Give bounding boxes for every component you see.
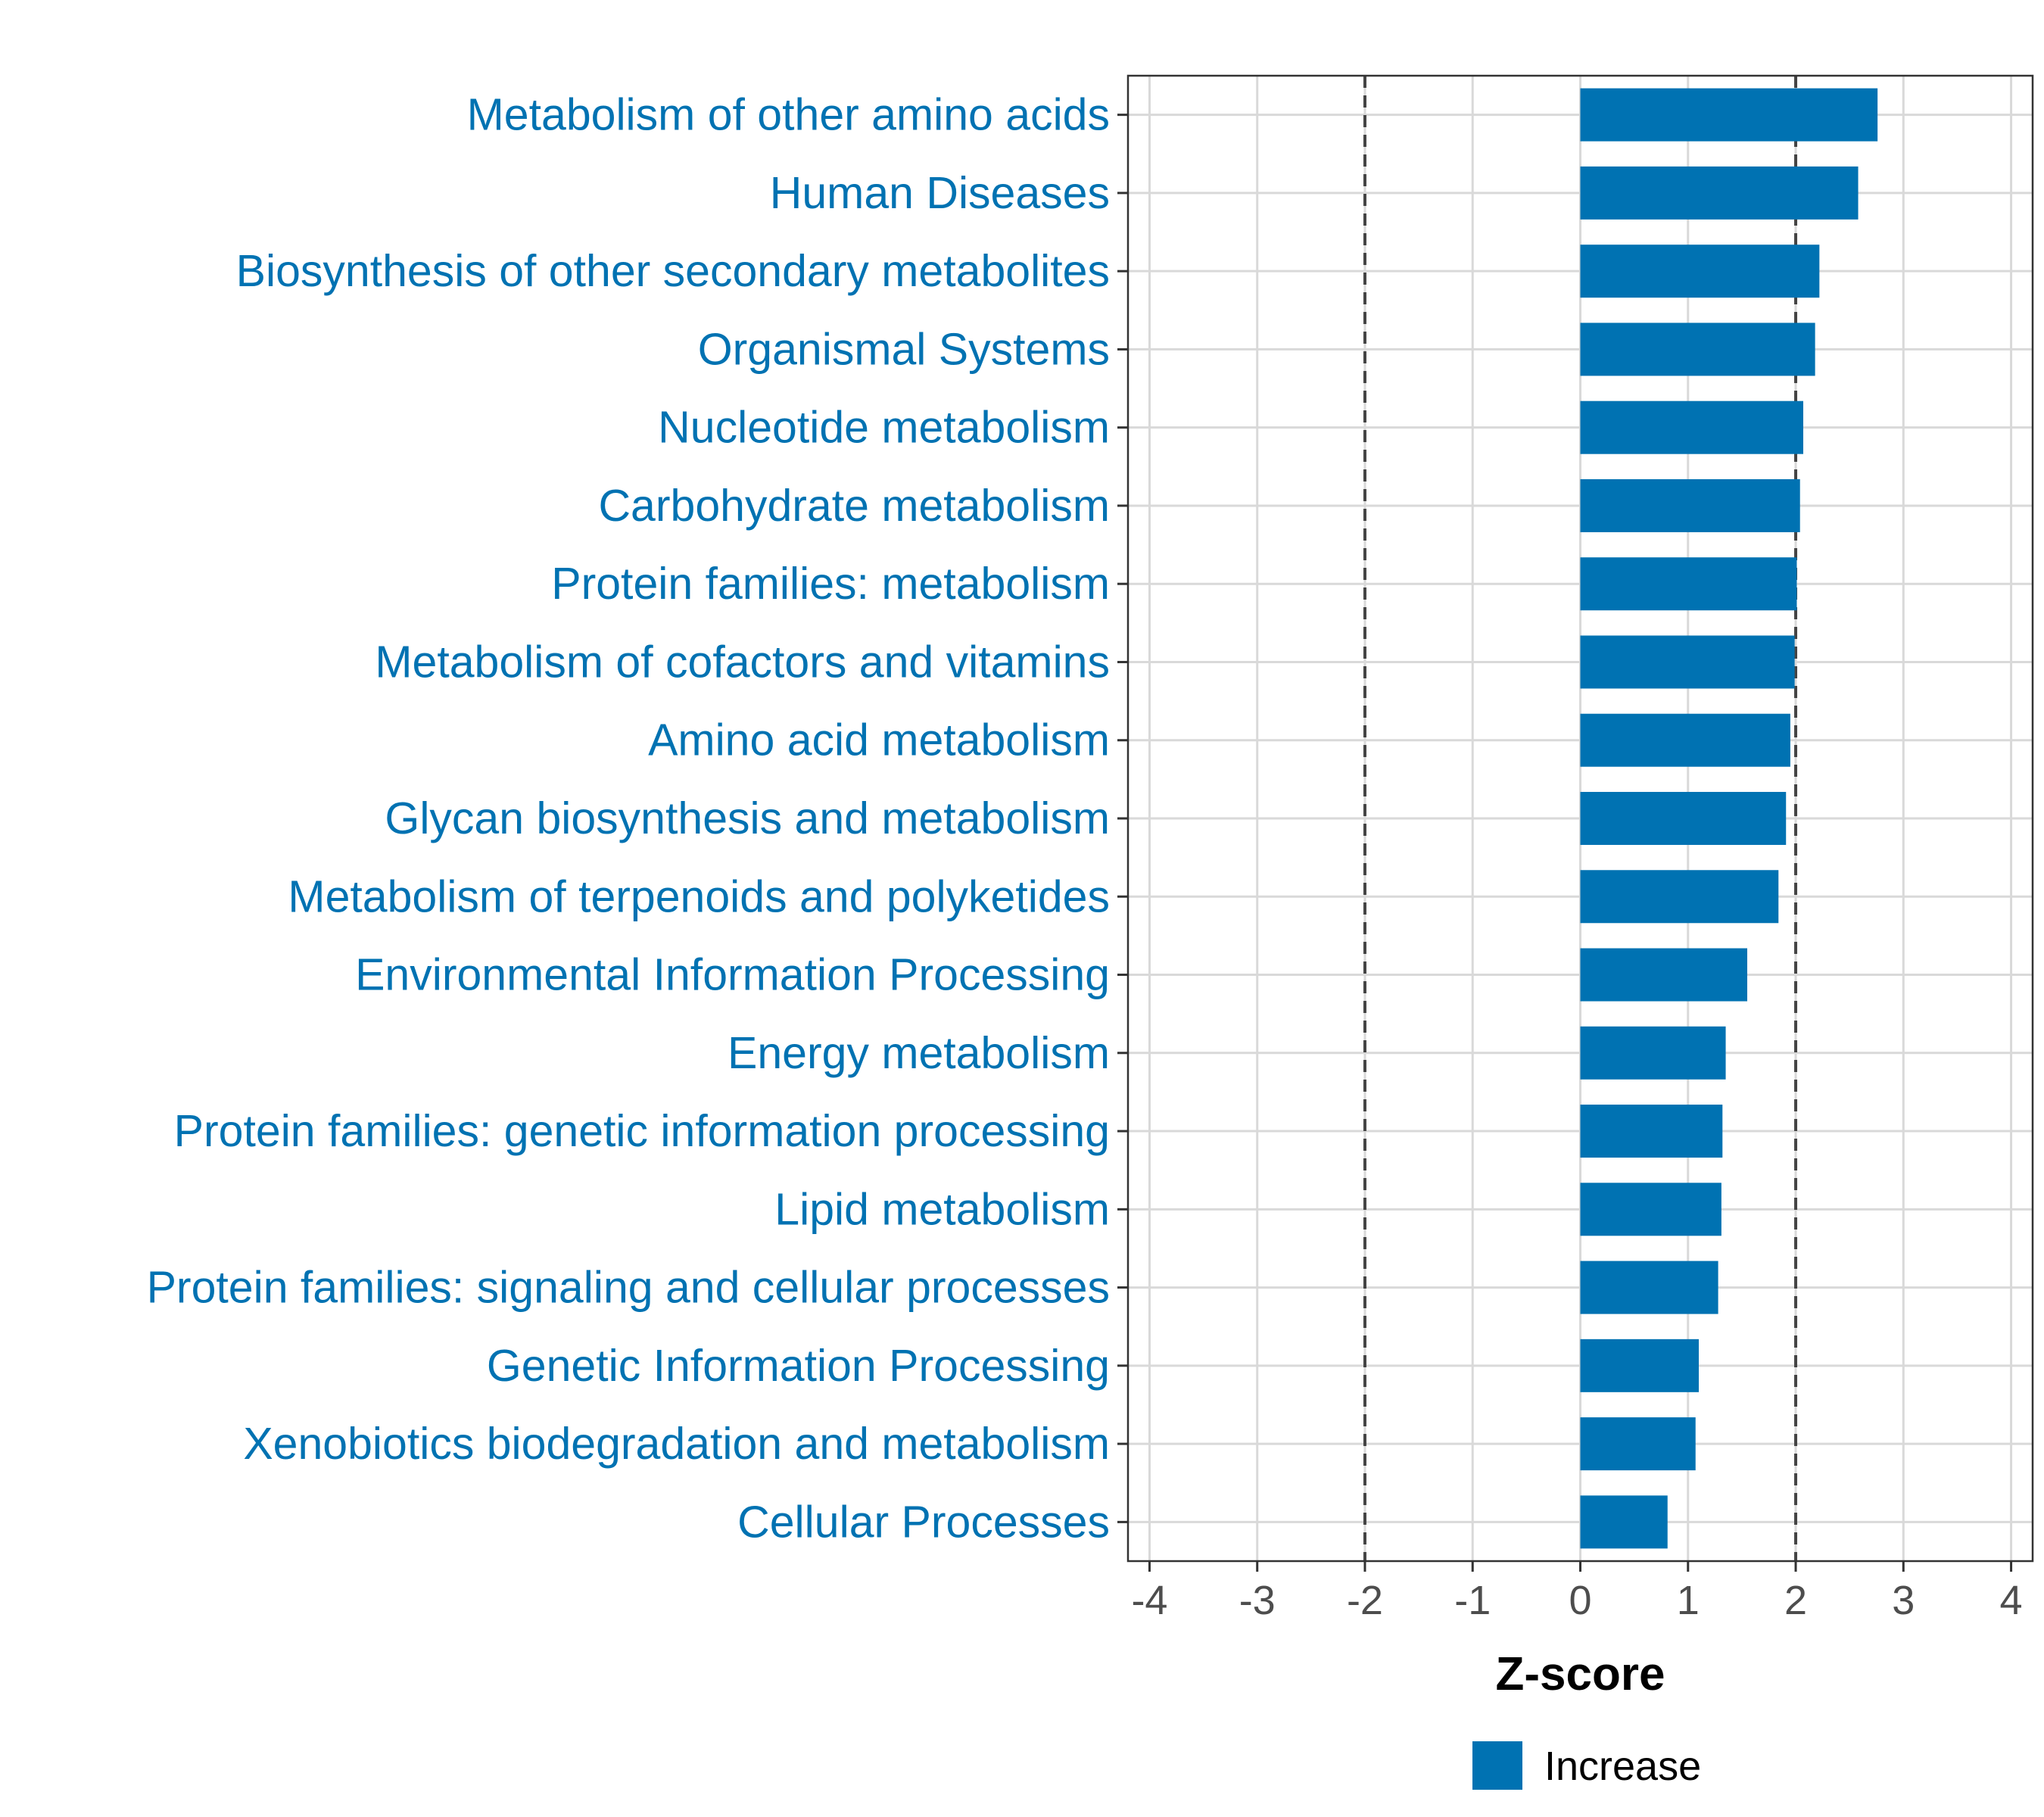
bar	[1580, 1495, 1668, 1549]
bar	[1580, 1261, 1718, 1314]
bar	[1580, 1183, 1722, 1236]
bar	[1580, 166, 1859, 220]
bar	[1580, 1339, 1699, 1392]
x-tick-label: -1	[1454, 1578, 1491, 1623]
legend: Increase	[1472, 1741, 1701, 1790]
category-label: Genetic Information Processing	[487, 1341, 1110, 1391]
bar	[1580, 478, 1800, 532]
bar	[1580, 88, 1878, 142]
legend-label-increase: Increase	[1544, 1744, 1701, 1789]
bar	[1580, 1105, 1723, 1158]
category-label: Protein families: signaling and cellular…	[147, 1263, 1110, 1313]
x-tick-label: 0	[1569, 1578, 1591, 1623]
bar	[1580, 792, 1787, 845]
bars	[1580, 88, 1878, 1549]
bar	[1580, 713, 1790, 767]
category-label: Cellular Processes	[737, 1497, 1110, 1547]
bar	[1580, 1026, 1726, 1080]
y-axis-ticks	[1117, 114, 1128, 1523]
category-label: Organismal Systems	[698, 324, 1110, 374]
x-tick-label: 3	[1892, 1578, 1915, 1623]
category-label: Environmental Information Processing	[355, 950, 1110, 1000]
bar	[1580, 635, 1795, 689]
bar	[1580, 1417, 1696, 1471]
category-label: Carbohydrate metabolism	[598, 481, 1110, 531]
bar	[1580, 400, 1803, 454]
x-tick-label: 4	[2000, 1578, 2023, 1623]
legend-swatch-increase	[1472, 1741, 1522, 1790]
category-label: Lipid metabolism	[774, 1184, 1110, 1234]
x-tick-label: 2	[1784, 1578, 1807, 1623]
bar	[1580, 870, 1779, 924]
category-label: Nucleotide metabolism	[658, 403, 1110, 453]
category-label: Metabolism of terpenoids and polyketides	[288, 871, 1110, 921]
category-label: Glycan biosynthesis and metabolism	[385, 793, 1110, 843]
category-label: Energy metabolism	[728, 1028, 1110, 1078]
category-label: Protein families: genetic information pr…	[174, 1106, 1110, 1156]
x-tick-label: 1	[1677, 1578, 1700, 1623]
x-tick-label: -4	[1131, 1578, 1167, 1623]
x-axis-tick-labels: -4 -3 -2 -1 0 1 2 3 4	[1131, 1578, 2022, 1623]
x-tick-label: -3	[1239, 1578, 1276, 1623]
x-axis-title: Z-score	[1496, 1648, 1665, 1700]
bar	[1580, 323, 1815, 376]
bar	[1580, 245, 1820, 298]
x-tick-label: -2	[1347, 1578, 1383, 1623]
bar	[1580, 948, 1748, 1002]
category-label: Human Diseases	[770, 168, 1110, 218]
category-label: Metabolism of other amino acids	[467, 90, 1110, 140]
y-axis-tick-labels: Metabolism of other amino acids Human Dis…	[147, 90, 1110, 1547]
bar	[1580, 557, 1797, 611]
x-axis-ticks	[1148, 1561, 2013, 1572]
category-label: Metabolism of cofactors and vitamins	[375, 637, 1110, 687]
category-label: Protein families: metabolism	[551, 559, 1110, 609]
category-label: Amino acid metabolism	[648, 715, 1110, 765]
category-label: Biosynthesis of other secondary metaboli…	[236, 246, 1110, 296]
category-label: Xenobiotics biodegradation and metabolis…	[243, 1419, 1110, 1469]
